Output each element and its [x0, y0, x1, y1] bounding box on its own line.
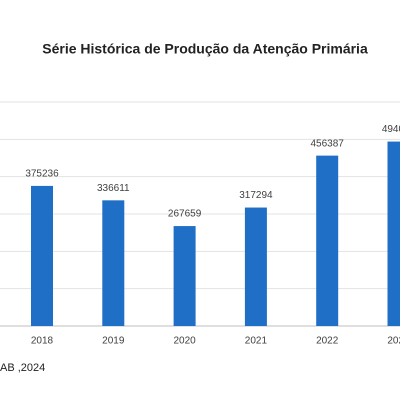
bar [102, 200, 124, 326]
value-label: 336611 [97, 183, 130, 194]
x-tick-label: 2021 [245, 336, 268, 347]
bar [31, 186, 53, 326]
chart-title: Série Histórica de Produção da Atenção P… [42, 41, 368, 57]
x-tick-label: 2023 [387, 336, 400, 347]
value-label: 375236 [25, 169, 59, 180]
bar [174, 226, 196, 326]
source: AB ,2024 [0, 362, 45, 374]
x-tick-label: 2019 [102, 336, 125, 347]
value-label: 317294 [239, 190, 273, 201]
x-tick-label: 2018 [31, 336, 54, 347]
bar [388, 142, 400, 326]
bar [245, 208, 267, 326]
x-tick-label: 2020 [173, 336, 196, 347]
x-tick-label: 2022 [316, 336, 339, 347]
value-label: 456387 [311, 138, 345, 149]
value-label: 494000 [382, 124, 400, 135]
value-label: 267659 [168, 209, 202, 220]
bar [316, 156, 338, 326]
